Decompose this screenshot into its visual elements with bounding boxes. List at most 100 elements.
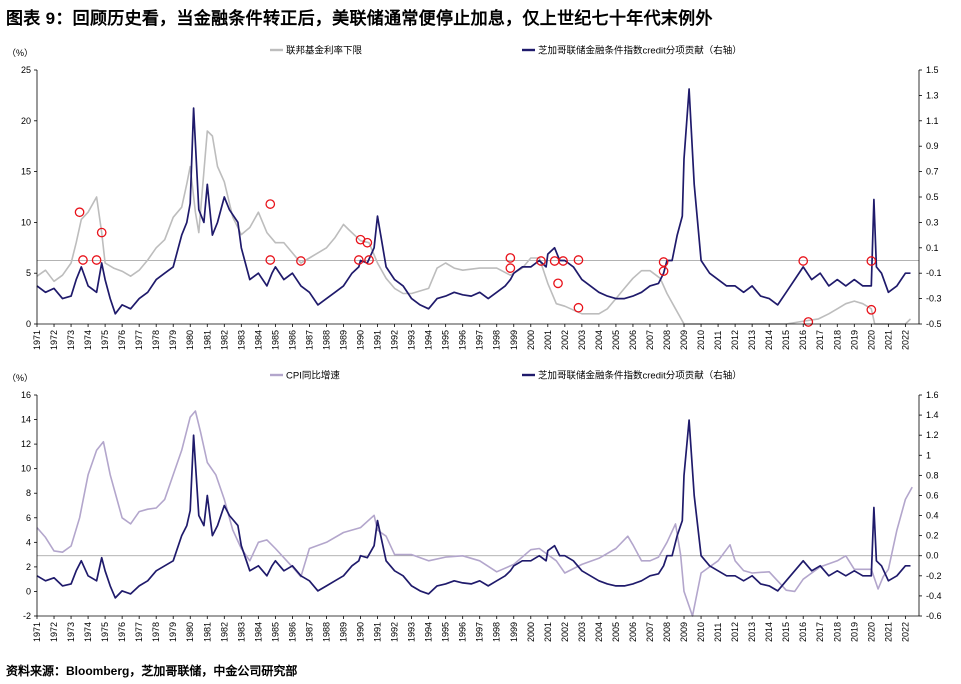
top-x-tick-label: 2011 [713, 331, 723, 350]
top-right-tick-label: 1.5 [926, 65, 939, 75]
bot-x-tick-label: 2005 [611, 622, 621, 642]
bot-left-tick-label: -2 [23, 611, 31, 621]
bot-x-tick-label: 2022 [900, 622, 910, 642]
bot-x-tick-label: 2010 [696, 622, 706, 642]
bot-x-tick-label: 1975 [100, 622, 110, 642]
bot-series-line-1 [36, 419, 911, 599]
turning-point-marker [91, 255, 102, 265]
top-x-tick-label: 1994 [424, 330, 434, 350]
top-right-tick-label: -0.1 [926, 268, 942, 278]
top-right-tick-label: 0.7 [926, 167, 939, 177]
top-x-tick-label: 2020 [866, 330, 876, 350]
bot-x-tick-label: 2019 [849, 622, 859, 642]
top-x-tick-label: 2008 [662, 330, 672, 350]
top-right-tick-label: -0.3 [926, 294, 942, 304]
top-series-group [36, 88, 912, 325]
top-right-tick-label: 1.3 [926, 90, 939, 100]
bot-x-tick-label: 2013 [747, 622, 757, 642]
bot-left-tick-label: 8 [26, 488, 31, 498]
bot-x-tick-label: 2006 [628, 622, 638, 642]
top-x-tick-label: 1976 [117, 330, 127, 350]
top-x-tick-label: 2021 [883, 330, 893, 350]
bot-x-tick-label: 1979 [168, 622, 178, 642]
turning-point-marker [573, 255, 584, 265]
bot-x-tick-label: 2020 [866, 622, 876, 642]
top-x-tick-label: 1998 [492, 330, 502, 350]
top-left-tick-label: 5 [26, 268, 31, 278]
bot-x-tick-label: 2015 [781, 622, 791, 642]
bot-x-tick-label: 1982 [219, 622, 229, 642]
top-x-tick-label: 2012 [730, 330, 740, 350]
bot-x-tick-label: 1991 [373, 622, 383, 642]
turning-point-marker [74, 207, 85, 218]
bot-x-tick-label: 1995 [441, 622, 451, 642]
top-x-tick-label: 1981 [202, 330, 212, 350]
top-x-tick-label: 2009 [679, 330, 689, 350]
top-x-tick-label: 2006 [628, 330, 638, 350]
top-x-tick-label: 2002 [560, 330, 570, 350]
top-right-tick-label: -0.5 [926, 319, 942, 329]
top-x-tick-label: 1978 [151, 330, 161, 350]
bottom-ticks-group: -2 0 2 4 6 8 10 12 14 16 -0.6 -0.4 -0.2 0.0 0.2 0.4 0.6 0… [21, 390, 942, 642]
top-x-tick-label: 1982 [219, 330, 229, 350]
top-x-tick-label: 1972 [49, 330, 59, 350]
turning-point-marker [505, 253, 516, 263]
bot-x-tick-label: 1977 [134, 622, 144, 642]
top-x-tick-label: 2018 [832, 330, 842, 350]
top-left-tick-label: 0 [26, 319, 31, 329]
turning-point-marker [866, 304, 877, 315]
bot-x-tick-label: 1974 [83, 622, 93, 642]
bottom-chart: -2 0 2 4 6 8 10 12 14 16 -0.6 -0.4 -0.2 0.0 0.2 0.4 0.6 0… [7, 370, 942, 643]
bot-left-tick-label: 12 [21, 439, 31, 449]
top-x-tick-label: 1995 [441, 330, 451, 350]
bot-x-tick-label: 1987 [304, 622, 314, 642]
bot-x-tick-label: 2007 [645, 622, 655, 642]
turning-point-marker [536, 256, 546, 266]
bot-x-tick-label: 1988 [321, 622, 331, 642]
bot-right-tick-label: 1 [926, 450, 931, 460]
top-x-tick-label: 1992 [390, 330, 400, 350]
top-legend-label-fed: 联邦基金利率下限 [286, 45, 363, 57]
bot-x-tick-label: 2004 [594, 622, 604, 642]
bot-x-tick-label: 1972 [49, 622, 59, 642]
top-x-tick-label: 1985 [270, 330, 280, 350]
top-x-tick-label: 1989 [338, 330, 348, 350]
bottom-legend-label-nfci: 芝加哥联储金融条件指数credit分项贡献（右轴） [538, 370, 742, 382]
bot-x-tick-label: 2017 [815, 622, 825, 642]
bot-x-tick-label: 2001 [543, 622, 553, 642]
bottom-legend: CPI同比增速 芝加哥联储金融条件指数credit分项贡献（右轴） [270, 370, 742, 382]
top-left-tick-label: 15 [21, 167, 31, 177]
bot-right-tick-label: 1.4 [926, 410, 939, 420]
bot-left-tick-label: 2 [26, 562, 31, 572]
top-x-tick-label: 1973 [66, 330, 76, 350]
bot-right-tick-label: 0.0 [926, 551, 939, 561]
bot-x-tick-label: 1998 [492, 622, 502, 642]
bot-series-line-0 [36, 410, 913, 617]
turning-point-marker [573, 302, 584, 313]
turning-point-marker [549, 256, 560, 266]
bot-x-tick-label: 2003 [577, 622, 587, 642]
turning-point-marker [265, 255, 276, 265]
top-x-tick-label: 1997 [475, 330, 485, 350]
bot-x-tick-label: 2021 [883, 622, 893, 642]
bot-x-tick-label: 2011 [713, 623, 723, 642]
top-x-tick-label: 1996 [458, 330, 468, 350]
turning-point-marker [96, 227, 107, 238]
top-left-tick-label: 20 [21, 116, 31, 126]
bot-right-tick-label: -0.6 [926, 611, 942, 621]
turning-point-marker [78, 255, 88, 265]
bot-right-tick-label: -0.2 [926, 571, 942, 581]
bot-x-tick-label: 1983 [236, 622, 246, 642]
bot-x-tick-label: 2009 [679, 622, 689, 642]
bot-x-tick-label: 1978 [151, 622, 161, 642]
turning-point-marker [866, 256, 877, 266]
bottom-legend-label-cpi: CPI同比增速 [286, 370, 340, 382]
top-x-tick-label: 1993 [407, 330, 417, 350]
bot-x-tick-label: 1980 [185, 622, 195, 642]
bot-x-tick-label: 1981 [202, 622, 212, 642]
bot-right-tick-label: -0.4 [926, 591, 942, 601]
turning-point-marker [803, 317, 814, 327]
bot-x-tick-label: 1985 [270, 622, 280, 642]
top-x-tick-label: 1971 [32, 330, 42, 350]
